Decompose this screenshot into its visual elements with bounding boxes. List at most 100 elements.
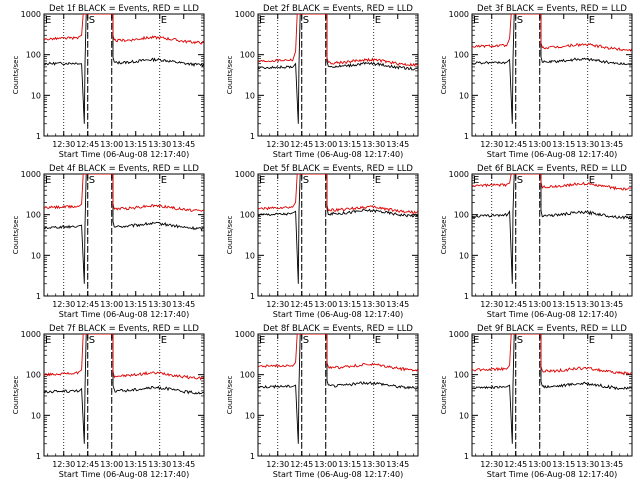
- marker-label: E: [161, 15, 167, 26]
- panel-title: Det 5f BLACK = Events, RED = LLD: [263, 164, 413, 174]
- x-axis-label: Start Time (06-Aug-08 12:17:40): [59, 150, 190, 159]
- x-tick-label: 13:45: [600, 140, 623, 149]
- panel-title: Det 9f BLACK = Events, RED = LLD: [477, 324, 627, 334]
- marker-label: E: [589, 335, 595, 346]
- x-tick-label: 13:30: [148, 460, 171, 469]
- marker-label: S: [303, 335, 309, 346]
- x-tick-label: 12:30: [52, 460, 75, 469]
- x-tick-label: 13:15: [338, 300, 361, 309]
- y-tick-label: 1000: [235, 330, 255, 339]
- x-axis-label: Start Time (06-Aug-08 12:17:40): [273, 310, 404, 319]
- series-line-lld: [472, 174, 632, 191]
- marker-label: S: [517, 335, 523, 346]
- y-tick-label: 1: [464, 452, 469, 461]
- marker-label: E: [161, 335, 167, 346]
- series-line-lld: [44, 14, 204, 45]
- y-tick-label: 1: [36, 292, 41, 301]
- x-tick-label: 12:45: [290, 140, 313, 149]
- series-line-lld: [472, 14, 632, 52]
- x-tick-label: 13:30: [148, 140, 171, 149]
- panel-title: Det 2f BLACK = Events, RED = LLD: [263, 4, 413, 14]
- plot-frame: [43, 333, 205, 457]
- marker-label: E: [45, 175, 51, 186]
- series-line-events: [472, 14, 632, 124]
- series-line-lld: [472, 334, 632, 376]
- x-tick-label: 13:30: [362, 140, 385, 149]
- x-tick-label: 13:30: [576, 460, 599, 469]
- marker-label: E: [375, 175, 381, 186]
- x-tick-label: 12:30: [266, 460, 289, 469]
- y-tick-label: 10: [31, 251, 41, 260]
- x-tick-label: 12:45: [76, 140, 99, 149]
- y-axis-label: Counts/sec: [440, 376, 448, 415]
- panel-title: Det 6f BLACK = Events, RED = LLD: [477, 164, 627, 174]
- x-tick-label: 13:45: [600, 300, 623, 309]
- y-axis-label: Counts/sec: [440, 216, 448, 255]
- y-tick-label: 10: [459, 411, 469, 420]
- plot-frame: [471, 13, 633, 137]
- y-tick-label: 10: [245, 251, 255, 260]
- y-tick-label: 10: [459, 91, 469, 100]
- marker-label: E: [259, 335, 265, 346]
- y-tick-label: 100: [454, 371, 469, 380]
- y-axis-label: Counts/sec: [12, 376, 20, 415]
- series-line-events: [472, 174, 632, 284]
- x-tick-label: 13:00: [314, 140, 337, 149]
- x-tick-label: 12:45: [504, 140, 527, 149]
- x-tick-label: 12:30: [52, 140, 75, 149]
- x-tick-label: 13:15: [124, 140, 147, 149]
- x-tick-label: 13:00: [314, 460, 337, 469]
- series-line-events: [472, 334, 632, 444]
- y-tick-label: 1: [250, 132, 255, 141]
- x-tick-label: 13:15: [124, 300, 147, 309]
- y-tick-label: 100: [26, 51, 41, 60]
- y-tick-label: 100: [26, 211, 41, 220]
- x-axis-label: Start Time (06-Aug-08 12:17:40): [59, 310, 190, 319]
- x-axis-label: Start Time (06-Aug-08 12:17:40): [273, 150, 404, 159]
- y-tick-label: 1: [250, 292, 255, 301]
- y-tick-label: 1000: [449, 10, 469, 19]
- panel-title: Det 4f BLACK = Events, RED = LLD: [49, 164, 199, 174]
- y-tick-label: 1000: [21, 10, 41, 19]
- series-line-events: [44, 334, 204, 444]
- x-tick-label: 13:15: [338, 140, 361, 149]
- x-tick-label: 13:15: [552, 140, 575, 149]
- marker-label: S: [517, 175, 523, 186]
- x-tick-label: 13:45: [386, 300, 409, 309]
- y-tick-label: 100: [240, 51, 255, 60]
- y-tick-label: 1000: [449, 170, 469, 179]
- y-tick-label: 10: [245, 411, 255, 420]
- panel-title: Det 8f BLACK = Events, RED = LLD: [263, 324, 413, 334]
- x-tick-label: 12:30: [266, 140, 289, 149]
- y-tick-label: 1: [250, 452, 255, 461]
- x-tick-label: 12:30: [480, 460, 503, 469]
- plot-frame: [257, 173, 419, 297]
- series-line-lld: [44, 334, 204, 381]
- marker-label: E: [473, 335, 479, 346]
- x-axis-label: Start Time (06-Aug-08 12:17:40): [487, 310, 618, 319]
- y-tick-label: 1: [464, 132, 469, 141]
- marker-label: S: [303, 175, 309, 186]
- x-tick-label: 12:30: [266, 300, 289, 309]
- series-line-events: [258, 334, 418, 444]
- y-axis-label: Counts/sec: [226, 56, 234, 95]
- marker-label: S: [517, 15, 523, 26]
- x-tick-label: 13:45: [172, 460, 195, 469]
- y-axis-label: Counts/sec: [226, 376, 234, 415]
- marker-label: E: [259, 15, 265, 26]
- x-tick-label: 12:45: [76, 460, 99, 469]
- x-tick-label: 13:45: [172, 300, 195, 309]
- y-tick-label: 1: [36, 132, 41, 141]
- marker-label: E: [375, 15, 381, 26]
- x-axis-label: Start Time (06-Aug-08 12:17:40): [273, 470, 404, 479]
- y-tick-label: 1: [464, 292, 469, 301]
- y-axis-label: Counts/sec: [440, 56, 448, 95]
- x-tick-label: 12:30: [52, 300, 75, 309]
- x-tick-label: 13:45: [386, 460, 409, 469]
